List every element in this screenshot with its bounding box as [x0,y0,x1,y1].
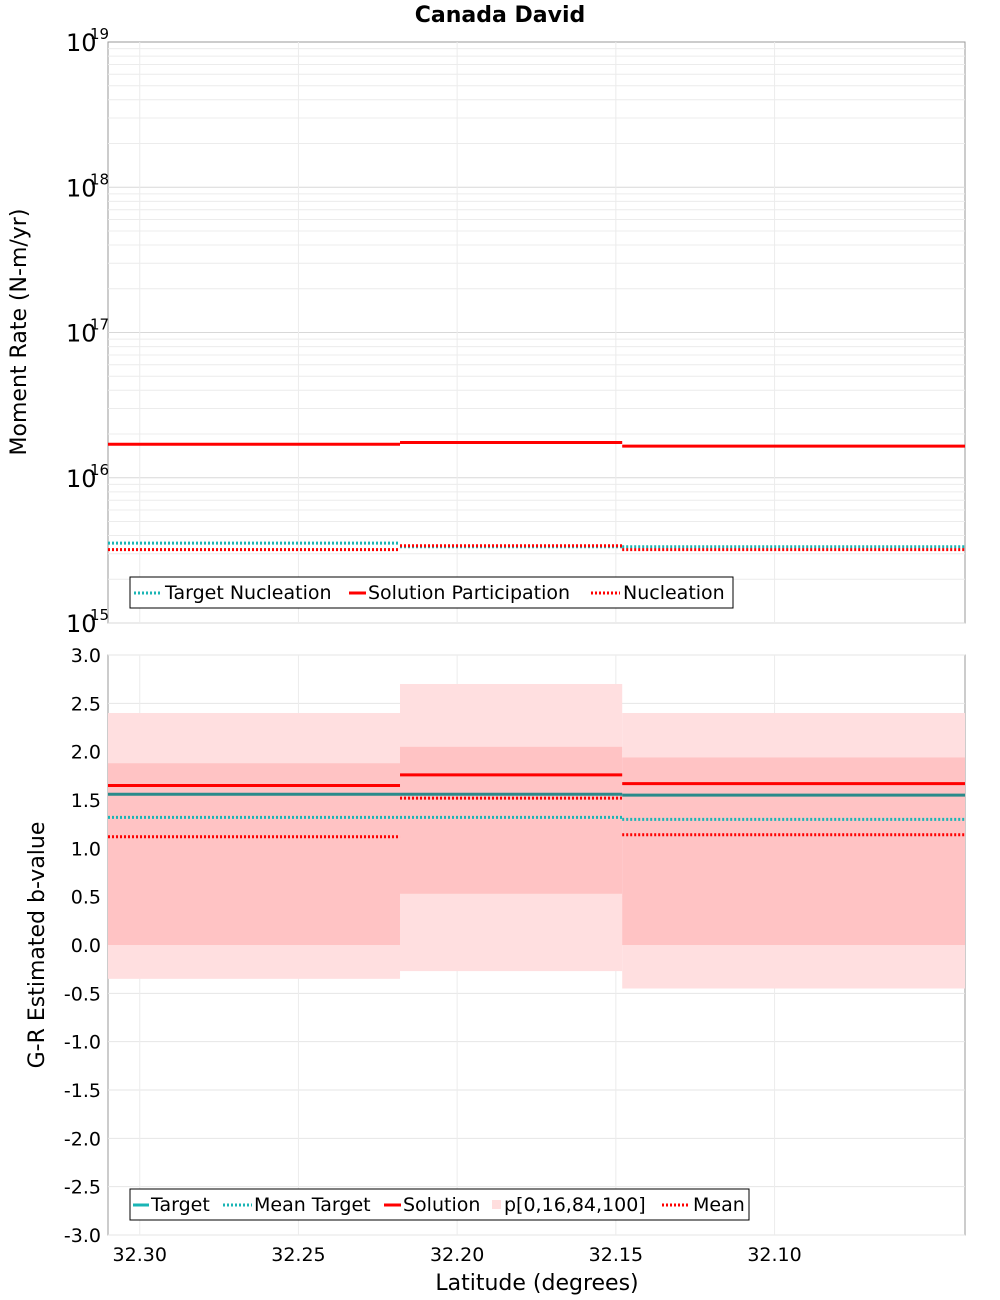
x-axis-label: Latitude (degrees) [435,1271,638,1296]
top-grid [108,42,965,624]
legend-label-target-nucleation: Target Nucleation [164,582,332,604]
bottom-y-tick-label: 1.5 [71,790,101,812]
band-p16-p84 [622,757,965,945]
legend-label-mean-target: Mean Target [254,1194,371,1216]
bottom-y-tick-label: -3.0 [64,1225,101,1247]
bottom-y-tick-label: -2.0 [64,1128,101,1150]
legend-label-nucleation: Nucleation [623,582,725,604]
x-tick-labels: 32.30 32.25 32.20 32.15 32.10 [113,1244,802,1266]
bottom-y-tick-label: 2.0 [71,742,101,764]
legend-label-target: Target [150,1194,210,1216]
legend-label-percentile-band: p[0,16,84,100] [504,1194,646,1216]
top-y-tick-exponent: 17 [90,316,109,334]
x-tick-label: 32.30 [113,1244,167,1266]
top-y-tick-exponent: 18 [90,170,109,188]
top-legend: Target Nucleation Solution Participation… [129,576,734,609]
top-y-axis-label: Moment Rate (N-m/yr) [7,209,32,456]
x-tick-label: 32.10 [747,1244,801,1266]
legend-label-mean: Mean [693,1194,745,1216]
bottom-y-tick-label: 3.0 [71,645,101,667]
x-tick-label: 32.15 [589,1244,643,1266]
bottom-series [108,773,965,839]
bottom-y-tick-label: -0.5 [64,983,101,1005]
top-y-tick-exponent: 16 [90,461,109,479]
top-y-tick-base: 10 [66,29,97,57]
top-y-tick-base: 10 [66,465,97,493]
top-y-tick-base: 10 [66,320,97,348]
bottom-y-tick-label: -2.5 [64,1177,101,1199]
bottom-legend: Target Mean Target Solution p[0,16,84,10… [129,1188,750,1221]
chart-title: Canada David [415,3,586,28]
top-y-tick-base: 10 [66,610,97,638]
legend-label-solution-participation: Solution Participation [368,582,570,604]
legend-swatch-percentile-band [492,1200,501,1209]
bottom-legend-box [129,1188,750,1221]
bottom-y-tick-label: 1.0 [71,838,101,860]
top-y-tick-exponent: 19 [90,25,109,43]
b-value-panel: 3.0 2.5 2.0 1.5 1.0 0.5 0.0 -0.5 -1.0 -1.5 -2.0 -2.… [25,645,966,1296]
bottom-y-tick-label: -1.5 [64,1080,101,1102]
percentile-bands [108,684,965,989]
top-y-tick-base: 10 [66,174,97,202]
bottom-y-tick-label: -1.0 [64,1032,101,1054]
band-p16-p84 [108,763,401,945]
bottom-y-axis-label: G-R Estimated b-value [25,822,50,1069]
legend-label-solution: Solution [403,1194,480,1216]
bottom-y-tick-labels: 3.0 2.5 2.0 1.5 1.0 0.5 0.0 -0.5 -1.0 -1.5 -2.0 -2.… [64,645,101,1247]
bottom-y-tick-label: 0.0 [71,935,101,957]
bottom-y-tick-label: 0.5 [71,887,101,909]
top-series [108,440,965,552]
band-p16-p84 [400,746,623,894]
top-legend-box [129,576,734,609]
bottom-y-tick-label: 2.5 [71,693,101,715]
x-tick-label: 32.25 [271,1244,325,1266]
top-y-tick-exponent: 15 [90,606,109,624]
x-tick-label: 32.20 [430,1244,484,1266]
